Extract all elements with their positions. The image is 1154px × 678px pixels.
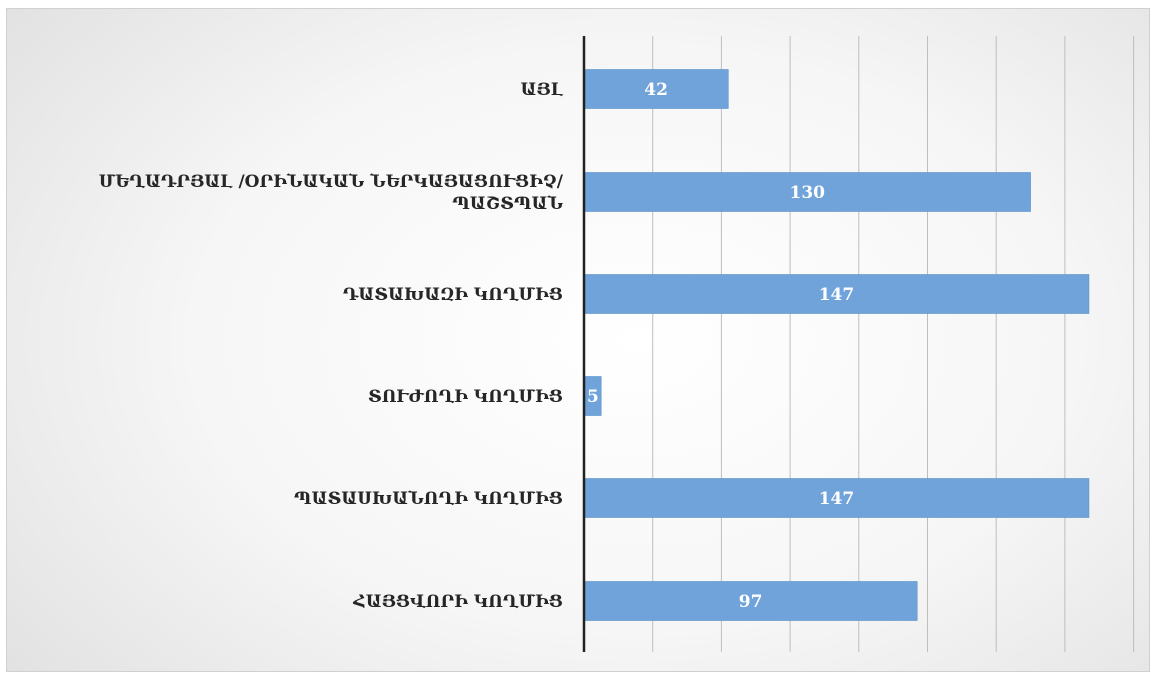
- chart-area: [6, 8, 1150, 672]
- bar-value-label: 42: [644, 80, 668, 100]
- bar-value-label: 147: [819, 285, 855, 305]
- bar-value-label: 5: [587, 387, 599, 407]
- bar-value-label: 97: [739, 592, 763, 612]
- category-label: ՀԱՅՑՎՈՐԻ ԿՈՂՄԻՑ: [352, 592, 563, 612]
- category-label: ԱՅԼ: [521, 80, 564, 100]
- bar: [583, 274, 1090, 314]
- bars: [583, 69, 1090, 621]
- data-labels: 42 130 147 5 147 97: [587, 80, 854, 612]
- bar-value-label: 130: [790, 183, 826, 203]
- category-label: ՄԵՂԱԴՐՅԱԼ /ՕՐԻՆԱԿԱՆ ՆԵՐԿԱՅԱՑՈՒՑԻՉ/ՊԱՇՏՊԱ…: [99, 172, 564, 214]
- bar: [583, 172, 1031, 212]
- bar: [583, 69, 729, 109]
- category-label: ՏՈՒԺՈՂԻ ԿՈՂՄԻՑ: [368, 387, 563, 407]
- category-labels: ԱՅԼ ՄԵՂԱԴՐՅԱԼ /ՕՐԻՆԱԿԱՆ ՆԵՐԿԱՅԱՑՈՒՑԻՉ/ՊԱՇ…: [99, 80, 564, 612]
- bar: [583, 478, 1090, 518]
- bar: [583, 581, 918, 621]
- grid-lines: [652, 36, 1135, 652]
- category-label: ԴԱՏԱԽԱԶԻ ԿՈՂՄԻՑ: [343, 285, 563, 305]
- bar-value-label: 147: [819, 489, 855, 509]
- category-label: ՊԱՏԱՍԽԱՆՈՂԻ ԿՈՂՄԻՑ: [294, 489, 563, 509]
